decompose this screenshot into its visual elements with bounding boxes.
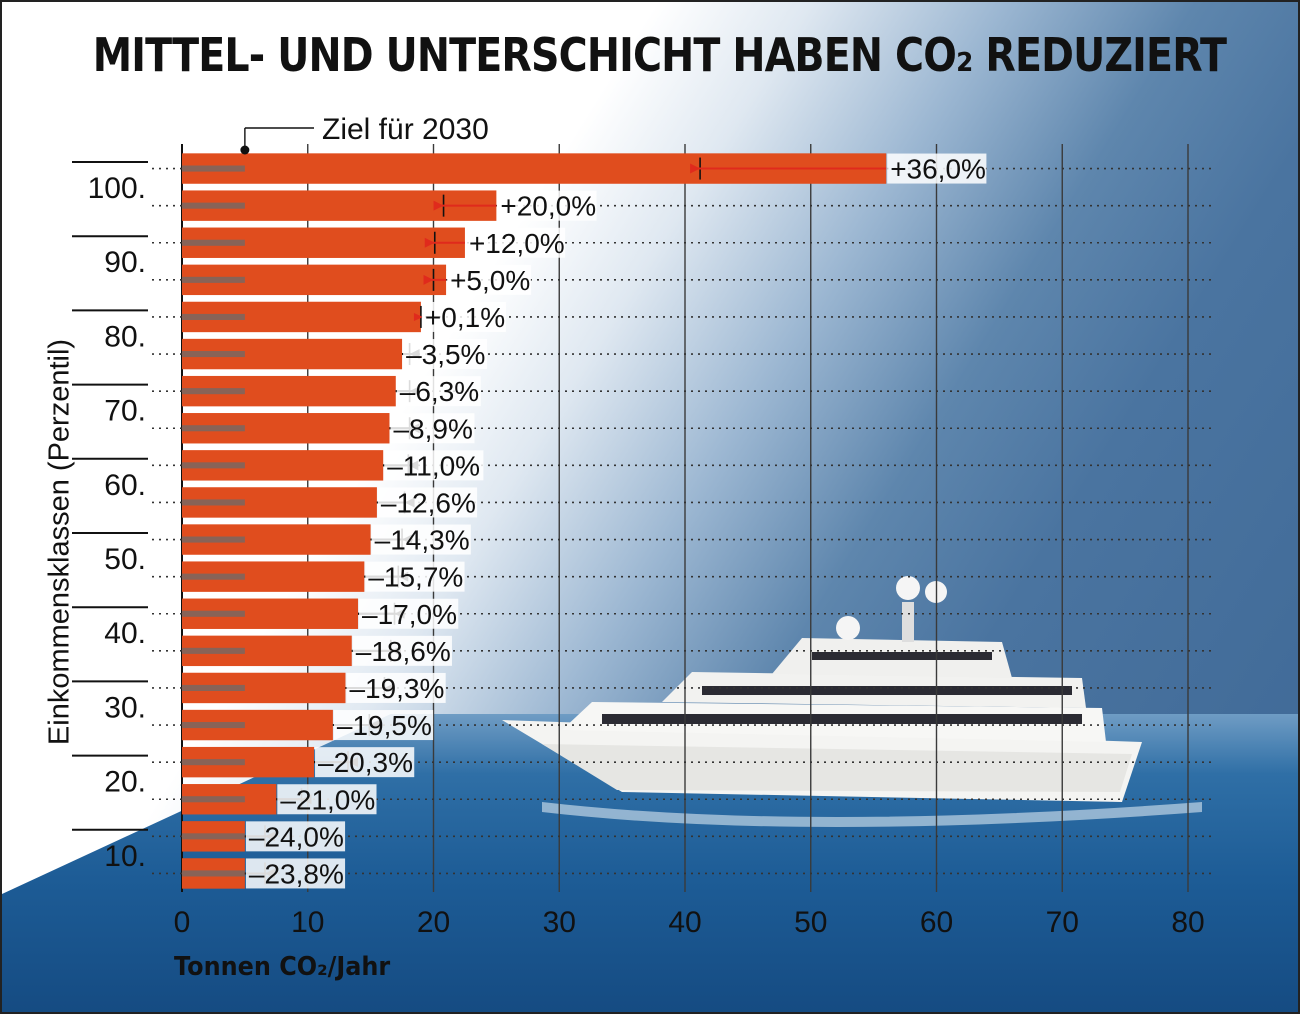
x-tick-label: 60 xyxy=(920,906,953,939)
change-label: –21,0% xyxy=(280,784,375,815)
target-zone-stripe xyxy=(182,239,245,246)
change-label: –19,3% xyxy=(349,673,444,704)
change-label: –6,3% xyxy=(400,376,479,407)
x-tick-label: 10 xyxy=(291,906,324,939)
target-zone-stripe xyxy=(182,165,245,172)
change-label: –11,0% xyxy=(387,450,480,481)
x-tick-label: 70 xyxy=(1046,906,1079,939)
change-arrowhead xyxy=(433,200,444,211)
target-zone-stripe xyxy=(182,499,245,506)
target-zone-stripe xyxy=(182,722,245,729)
change-label: –8,9% xyxy=(393,413,472,444)
target-zone-stripe xyxy=(182,276,245,283)
change-arrowhead xyxy=(690,163,701,174)
change-label-background xyxy=(333,710,434,741)
change-label: –14,3% xyxy=(375,525,470,556)
change-label-background xyxy=(421,301,506,332)
change-label: –12,6% xyxy=(381,487,476,518)
change-label-background xyxy=(359,598,459,629)
y-tick-label: 30. xyxy=(104,691,146,724)
change-label: +20,0% xyxy=(500,191,596,222)
change-label: –18,6% xyxy=(356,636,451,667)
change-label-background xyxy=(277,784,377,815)
change-label: +0,1% xyxy=(425,302,505,333)
target-zone-stripe xyxy=(182,573,245,580)
change-label-background xyxy=(346,672,446,703)
change-label-background xyxy=(465,227,566,258)
change-label: +12,0% xyxy=(469,228,565,259)
y-tick-label: 60. xyxy=(104,469,146,502)
change-arrowhead xyxy=(423,274,434,285)
yacht-photo xyxy=(502,576,1202,827)
x-axis-ticks: 0 10 20 30 40 50 60 70 80 xyxy=(174,906,1205,939)
target-label: Ziel für 2030 xyxy=(322,113,489,146)
change-label-background xyxy=(447,264,532,295)
target-zone-stripe xyxy=(182,647,245,654)
target-zone-stripe xyxy=(182,536,245,543)
change-label-background xyxy=(371,524,471,555)
change-label: –19,5% xyxy=(337,710,432,741)
target-zone-stripe xyxy=(182,425,245,432)
y-tick-label: 80. xyxy=(104,320,146,353)
target-marker: Ziel für 2030 xyxy=(240,113,489,155)
change-label-background xyxy=(377,487,478,518)
change-arrowhead xyxy=(413,312,423,321)
target-zone-stripe xyxy=(182,313,245,320)
y-tick-label: 90. xyxy=(104,246,146,279)
change-label-background xyxy=(245,858,346,889)
change-label: –15,7% xyxy=(368,562,463,593)
target-zone-stripe xyxy=(182,351,245,358)
change-label-background xyxy=(497,190,597,221)
change-label: –23,8% xyxy=(249,858,344,889)
target-zone-stripe xyxy=(182,202,245,209)
change-label-background xyxy=(352,635,452,666)
x-tick-label: 0 xyxy=(174,906,191,939)
y-tick-label: 20. xyxy=(104,766,146,799)
target-zone-stripe xyxy=(182,833,245,840)
x-tick-label: 50 xyxy=(794,906,827,939)
change-label: +5,0% xyxy=(450,265,530,296)
target-zone-stripe xyxy=(182,759,245,766)
change-label: +36,0% xyxy=(890,154,986,185)
change-label: –3,5% xyxy=(406,339,485,370)
y-axis-ticks: 100. 90. 80. 70. 60. 50. 40. 30. 20. 10. xyxy=(72,161,148,873)
y-tick-label: 10. xyxy=(104,840,146,873)
x-axis-title: Tonnen CO₂/Jahr xyxy=(174,952,391,982)
chart-title: MITTEL- UND UNTERSCHICHT HABEN CO₂ REDUZ… xyxy=(92,28,1227,82)
y-tick-label: 40. xyxy=(104,617,146,650)
target-zone-stripe xyxy=(182,462,245,469)
target-zone-stripe xyxy=(182,870,245,877)
change-label-background xyxy=(245,821,346,852)
target-zone-stripe xyxy=(182,684,245,691)
x-tick-label: 30 xyxy=(543,906,576,939)
x-tick-label: 80 xyxy=(1171,906,1204,939)
change-label-background xyxy=(396,376,481,407)
change-label-background xyxy=(384,450,484,481)
target-zone-stripe xyxy=(182,610,245,617)
change-label-background xyxy=(315,747,415,778)
change-label-background xyxy=(390,413,475,444)
target-zone-stripe xyxy=(182,796,245,803)
target-dot xyxy=(240,145,250,155)
y-tick-label: 100. xyxy=(88,172,146,205)
change-label-background xyxy=(403,339,488,370)
change-arrowhead xyxy=(424,237,435,248)
y-tick-label: 50. xyxy=(104,543,146,576)
change-label-background xyxy=(365,561,465,592)
change-label: –24,0% xyxy=(249,821,344,852)
target-zone-stripe xyxy=(182,388,245,395)
change-label: –20,3% xyxy=(318,747,413,778)
x-tick-label: 40 xyxy=(668,906,701,939)
change-labels: +36,0% +20,0% +12,0% +5,0% +0,1% –3,5% –6,3% –8… xyxy=(245,153,987,889)
y-tick-label: 70. xyxy=(104,395,146,428)
change-label: –17,0% xyxy=(362,599,457,630)
x-tick-label: 20 xyxy=(417,906,450,939)
change-label-background xyxy=(887,153,987,184)
